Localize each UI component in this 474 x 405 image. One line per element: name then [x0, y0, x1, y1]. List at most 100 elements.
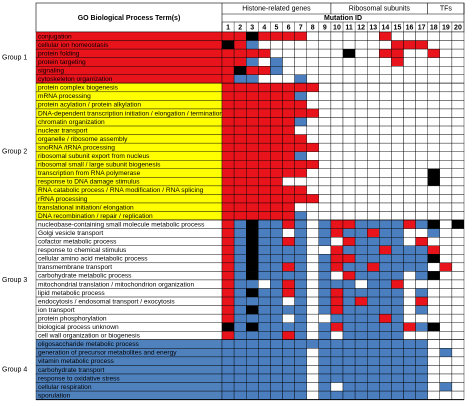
heatmap-cell — [258, 151, 271, 161]
heatmap-cell — [451, 160, 465, 170]
heatmap-cell — [245, 313, 259, 323]
term-label: lipid metabolic process — [38, 290, 105, 297]
heatmap-cell — [439, 168, 453, 178]
heatmap-cell — [451, 245, 465, 255]
heatmap-cell — [403, 31, 416, 41]
heatmap-cell — [245, 331, 259, 341]
mutation-id: 12 — [357, 24, 365, 31]
heatmap-cell — [379, 356, 392, 366]
heatmap-cell — [270, 245, 283, 255]
heatmap-cell — [245, 322, 259, 332]
heatmap-cell — [258, 279, 271, 289]
heatmap-cell — [306, 382, 320, 392]
heatmap-cell — [294, 322, 307, 332]
heatmap-cell — [415, 160, 428, 170]
heatmap-cell — [367, 100, 380, 110]
heatmap-cell — [342, 382, 356, 392]
heatmap-cell — [439, 134, 453, 144]
heatmap-cell — [270, 322, 283, 332]
heatmap-cell — [258, 254, 271, 264]
heatmap-cell — [391, 228, 404, 238]
heatmap-cell — [258, 245, 271, 255]
heatmap-cell — [245, 160, 259, 170]
heatmap-cell — [270, 219, 283, 229]
heatmap-cell — [270, 100, 283, 110]
term-label: cofactor metabolic process — [38, 239, 117, 246]
heatmap-cell — [403, 322, 416, 332]
heatmap-cell — [258, 48, 271, 58]
term-label: mRNA processing — [38, 93, 91, 100]
heatmap-cell — [451, 288, 465, 298]
heatmap-cell — [342, 31, 356, 41]
heatmap-cell — [306, 228, 320, 238]
heatmap-cell — [379, 194, 392, 204]
heatmap-cell — [427, 322, 441, 332]
heatmap-cell — [342, 348, 356, 358]
heatmap-cell — [318, 40, 332, 50]
heatmap-cell — [391, 211, 404, 221]
heatmap-cell — [439, 211, 453, 221]
heatmap-cell — [282, 100, 295, 110]
heatmap-cell — [233, 194, 247, 204]
heatmap-cell — [245, 296, 259, 306]
heatmap-cell — [233, 331, 247, 341]
heatmap-cell — [427, 48, 441, 58]
heatmap-cell — [330, 100, 344, 110]
heatmap-cell — [270, 117, 283, 127]
heatmap-cell — [342, 202, 356, 212]
term-label: carbohydrate transport — [38, 367, 105, 374]
heatmap-cell — [379, 83, 392, 93]
heatmap-cell — [270, 390, 283, 400]
heatmap-cell — [330, 40, 344, 50]
heatmap-cell — [282, 185, 295, 195]
heatmap-cell — [318, 117, 332, 127]
heatmap-cell — [391, 202, 404, 212]
heatmap-cell — [306, 279, 320, 289]
heatmap-cell — [245, 117, 259, 127]
heatmap-cell — [342, 160, 356, 170]
heatmap-cell — [330, 202, 344, 212]
heatmap-cell — [233, 185, 247, 195]
heatmap-cell — [354, 83, 368, 93]
heatmap-cell — [245, 279, 259, 289]
heatmap-cell — [258, 125, 271, 135]
term-label: endocytosis / endosomal transport / exoc… — [38, 298, 175, 305]
heatmap-cell — [415, 271, 428, 281]
heatmap-cell — [294, 65, 307, 75]
heatmap-cell — [391, 271, 404, 281]
heatmap-cell — [233, 296, 247, 306]
heatmap-cell — [306, 322, 320, 332]
heatmap-cell — [270, 48, 283, 58]
heatmap-cell — [258, 168, 271, 178]
heatmap-cell — [270, 228, 283, 238]
heatmap-cell — [294, 348, 307, 358]
heatmap-cell — [367, 40, 380, 50]
heatmap-cell — [294, 177, 307, 187]
heatmap-cell — [294, 194, 307, 204]
gene-class-label: Histone-related genes — [242, 5, 311, 12]
heatmap-cell — [367, 125, 380, 135]
heatmap-cell — [294, 168, 307, 178]
heatmap-cell — [270, 134, 283, 144]
heatmap-cell — [415, 228, 428, 238]
heatmap-cell — [221, 100, 235, 110]
heatmap-cell — [306, 271, 320, 281]
heatmap-cell — [233, 202, 247, 212]
heatmap-cell — [354, 48, 368, 58]
heatmap-cell — [354, 348, 368, 358]
term-label: cellular respiration — [38, 384, 92, 391]
heatmap-cell — [221, 279, 235, 289]
heatmap-cell — [270, 365, 283, 375]
heatmap-cell — [258, 271, 271, 281]
heatmap-cell — [427, 202, 441, 212]
heatmap-cell — [427, 262, 441, 272]
heatmap-cell — [403, 168, 416, 178]
heatmap-cell — [318, 142, 332, 152]
heatmap-cell — [439, 390, 453, 400]
heatmap-cell — [427, 185, 441, 195]
group-label: Group 1 — [2, 54, 27, 61]
heatmap-cell — [427, 390, 441, 400]
heatmap-cell — [427, 382, 441, 392]
heatmap-cell — [391, 194, 404, 204]
heatmap-cell — [282, 117, 295, 127]
